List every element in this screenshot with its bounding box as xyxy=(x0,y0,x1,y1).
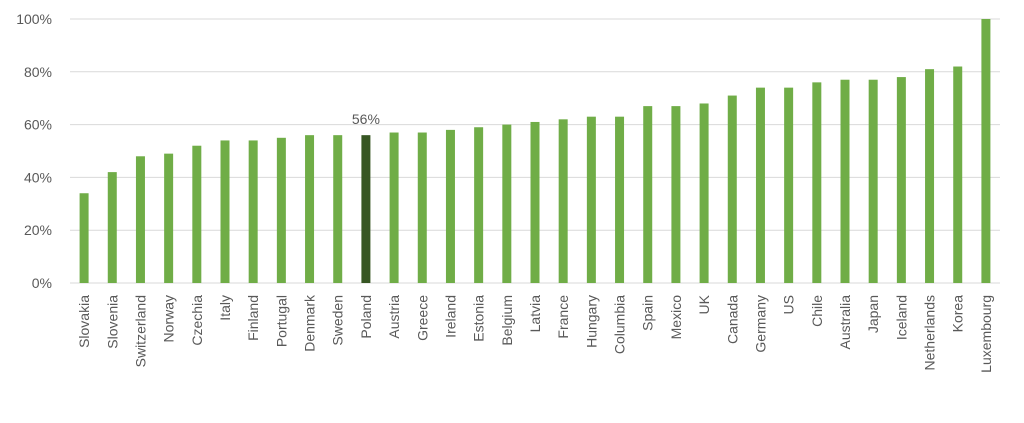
y-tick-label: 100% xyxy=(16,11,52,27)
bar xyxy=(248,140,258,283)
bar xyxy=(558,119,568,283)
bar xyxy=(305,135,315,283)
bar xyxy=(586,116,596,284)
x-tick-label: Mexico xyxy=(668,295,684,340)
data-label: 56% xyxy=(352,111,380,127)
bar xyxy=(699,103,709,283)
bar xyxy=(868,79,878,283)
bar xyxy=(615,116,625,284)
y-tick-label: 80% xyxy=(24,64,52,80)
x-tick-label: Austria xyxy=(386,295,402,339)
bar xyxy=(220,140,230,283)
bar xyxy=(925,69,935,283)
bar xyxy=(79,193,89,283)
x-tick-label: Greece xyxy=(414,295,430,341)
y-tick-label: 40% xyxy=(24,169,52,185)
x-tick-label: Germany xyxy=(752,295,768,353)
bar xyxy=(840,79,850,283)
x-tick-label: Czechia xyxy=(189,295,205,346)
bar xyxy=(896,77,906,283)
x-tick-label: Korea xyxy=(950,295,966,333)
x-tick-label: Switzerland xyxy=(132,295,148,367)
x-tick-label: Norway xyxy=(161,295,177,342)
bar xyxy=(643,106,653,284)
bar xyxy=(502,124,512,283)
bar xyxy=(361,135,371,283)
bar xyxy=(530,121,540,284)
y-tick-label: 20% xyxy=(24,222,52,238)
bar xyxy=(389,132,399,283)
x-tick-label: Columbia xyxy=(612,295,628,354)
bar xyxy=(812,82,822,283)
x-tick-label: Hungary xyxy=(583,295,599,348)
x-tick-label: Japan xyxy=(865,295,881,333)
x-tick-label: Italy xyxy=(217,295,233,321)
bar xyxy=(107,172,117,283)
x-tick-label: Latvia xyxy=(527,295,543,333)
bar xyxy=(784,87,794,283)
x-tick-label: Netherlands xyxy=(922,295,938,371)
x-tick-label: Australia xyxy=(837,295,853,350)
x-tick-label: Canada xyxy=(724,295,740,344)
bar xyxy=(276,137,286,283)
x-tick-label: Luxembourg xyxy=(978,295,994,373)
x-tick-label: Estonia xyxy=(471,295,487,342)
x-axis-labels: Slovakia Slovenia Switzerland Norway Czechia… xyxy=(76,294,994,373)
x-tick-label: US xyxy=(781,295,797,314)
y-tick-label: 0% xyxy=(32,275,52,291)
x-tick-label: Slovenia xyxy=(104,295,120,349)
bar xyxy=(727,95,737,283)
x-tick-label: Finland xyxy=(245,295,261,341)
x-tick-label: UK xyxy=(696,294,712,314)
bar xyxy=(333,135,343,283)
data-labels: 56% xyxy=(352,111,380,127)
bar xyxy=(474,127,484,284)
bar xyxy=(981,19,991,283)
bar xyxy=(164,153,174,283)
x-tick-label: France xyxy=(555,295,571,339)
bar xyxy=(417,132,427,283)
x-tick-label: Slovakia xyxy=(76,295,92,348)
x-tick-label: Poland xyxy=(358,295,374,339)
x-tick-label: Chile xyxy=(809,295,825,327)
x-tick-label: Sweden xyxy=(330,295,346,346)
bar xyxy=(671,106,681,284)
bar xyxy=(755,87,765,283)
bars xyxy=(79,19,991,284)
x-tick-label: Iceland xyxy=(893,295,909,340)
bar xyxy=(953,66,963,284)
x-tick-label: Denmark xyxy=(302,294,318,352)
x-tick-label: Ireland xyxy=(442,295,458,338)
y-tick-label: 60% xyxy=(24,117,52,133)
x-tick-label: Portugal xyxy=(273,295,289,347)
bar xyxy=(192,145,202,283)
y-axis-ticks: 0% 20% 40% 60% 80% 100% xyxy=(16,11,52,291)
x-tick-label: Belgium xyxy=(499,295,515,346)
bar xyxy=(445,129,455,283)
x-tick-label: Spain xyxy=(640,295,656,331)
bar xyxy=(135,156,145,283)
